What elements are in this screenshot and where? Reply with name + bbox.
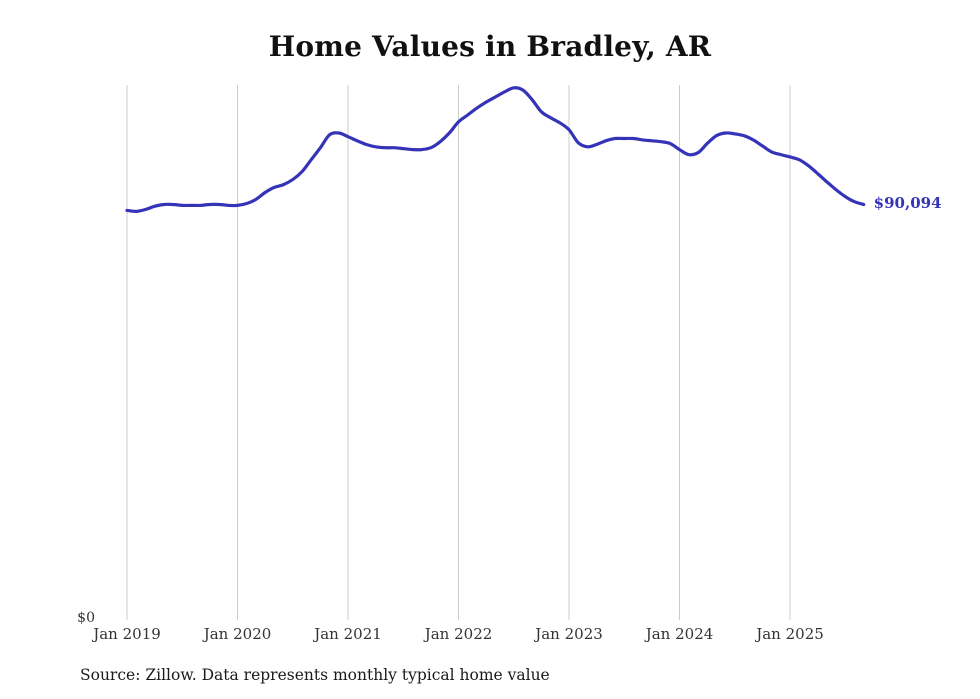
gridlines-group <box>126 85 791 620</box>
x-tick-label: Jan 2023 <box>535 625 603 643</box>
x-tick-label: Jan 2024 <box>645 625 714 643</box>
home-value-line-series <box>125 86 866 214</box>
y-axis-zero-label: $0 <box>77 610 95 626</box>
x-tick-label: Jan 2021 <box>314 625 382 643</box>
x-tick-label: Jan 2022 <box>424 625 493 643</box>
x-tick-label: Jan 2019 <box>93 625 161 643</box>
source-note: Source: Zillow. Data represents monthly … <box>80 666 550 684</box>
chart-title: Home Values in Bradley, AR <box>268 30 712 63</box>
x-tick-label: Jan 2020 <box>203 625 272 643</box>
latest-value-label: $90,094 <box>873 194 942 213</box>
x-tick-label: Jan 2025 <box>756 625 824 643</box>
